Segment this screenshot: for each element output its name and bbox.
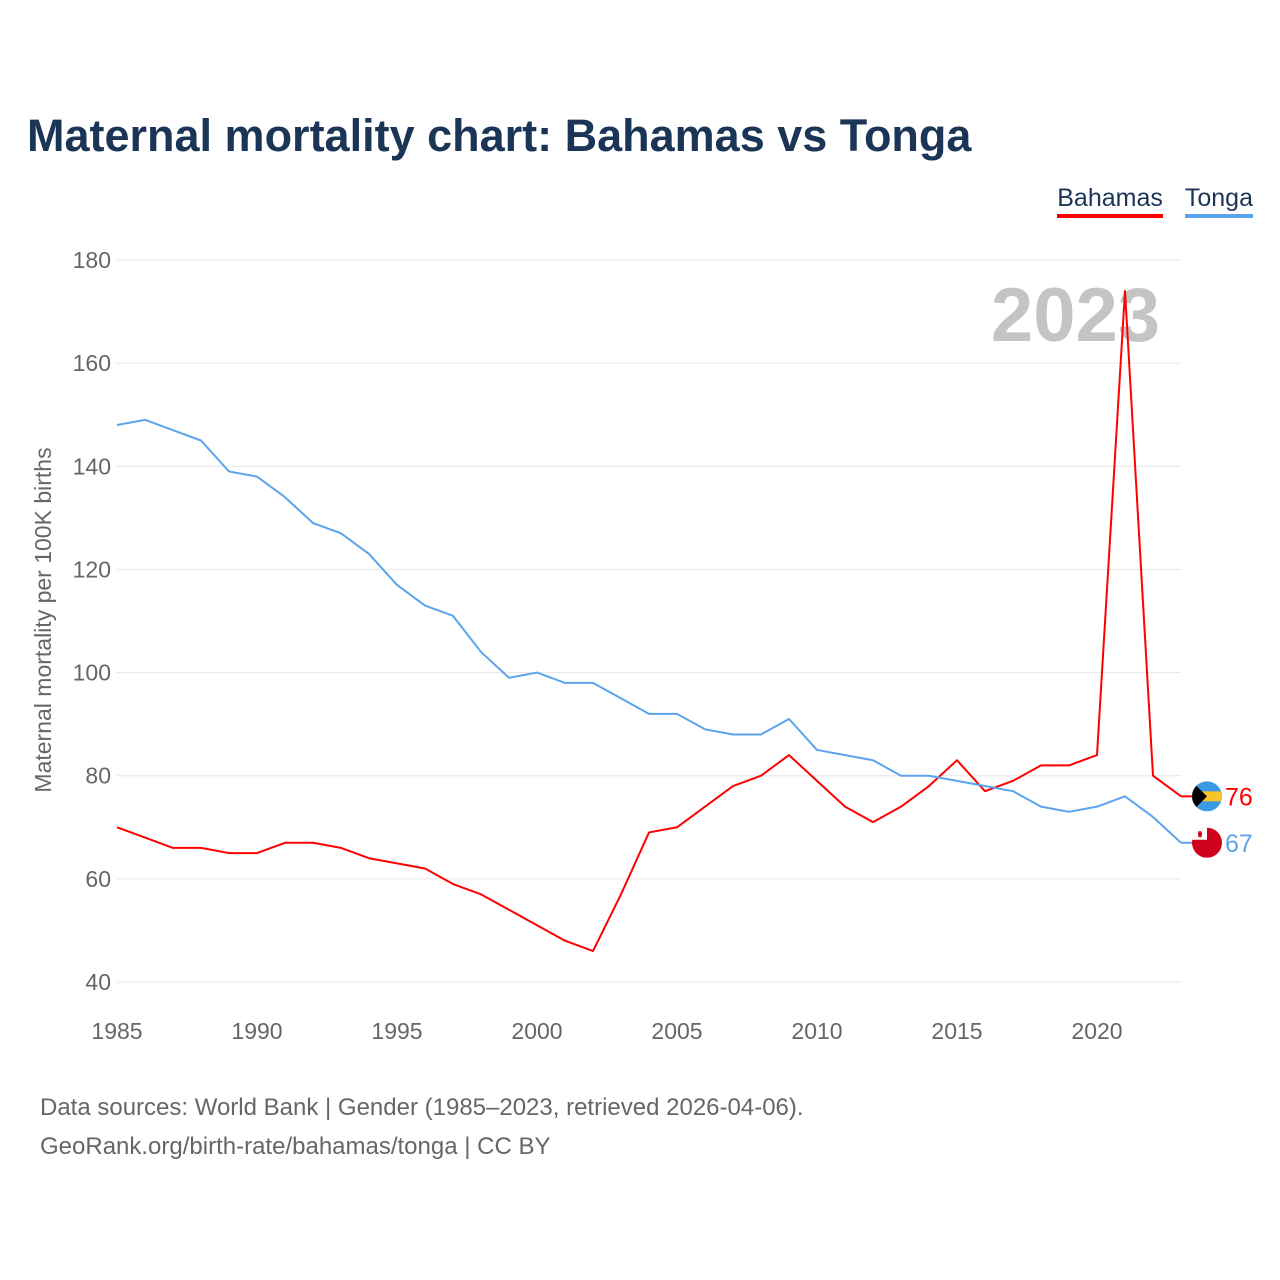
- flag-body: [1192, 781, 1222, 812]
- legend: Bahamas Tonga: [1057, 184, 1253, 218]
- series-line-tonga: [116, 418, 1182, 844]
- x-tick-label: 1985: [91, 1018, 142, 1044]
- end-value-label-tonga: 67: [1225, 830, 1253, 858]
- year-watermark: 2023: [991, 273, 1160, 358]
- flag-cross: [1198, 831, 1202, 838]
- y-tick-label: 140: [73, 453, 111, 479]
- flag-body: [1192, 827, 1222, 858]
- series-line-bahamas: [116, 289, 1182, 953]
- source-line-2[interactable]: GeoRank.org/birth-rate/bahamas/tonga | C…: [40, 1133, 551, 1160]
- x-tick-label: 2005: [651, 1018, 702, 1044]
- flag-triangle: [1192, 781, 1207, 812]
- x-tick-label: 2010: [791, 1018, 842, 1044]
- x-tick-label: 2020: [1071, 1018, 1122, 1044]
- x-tick-label: 2000: [511, 1018, 562, 1044]
- y-tick-label: 120: [73, 556, 111, 582]
- y-tick-label: 100: [73, 660, 111, 686]
- bahamas-flag-icon: [1192, 781, 1222, 812]
- x-tick-label: 2015: [931, 1018, 982, 1044]
- y-tick-label: 80: [85, 763, 111, 789]
- chart-title: Maternal mortality chart: Bahamas vs Ton…: [27, 110, 972, 161]
- y-tick-label: 60: [85, 866, 111, 892]
- legend-item-bahamas[interactable]: Bahamas: [1057, 184, 1163, 218]
- y-tick-label: 40: [85, 969, 111, 995]
- x-tick-label: 1990: [231, 1018, 282, 1044]
- source-line-1: Data sources: World Bank | Gender (1985–…: [40, 1094, 804, 1121]
- y-axis-label: Maternal mortality per 100K births: [30, 447, 56, 792]
- tonga-flag-icon: [1192, 827, 1222, 858]
- end-value-label-bahamas: 76: [1225, 783, 1253, 811]
- source-note: Data sources: World Bank | Gender (1985–…: [40, 1088, 804, 1166]
- legend-item-tonga[interactable]: Tonga: [1184, 184, 1253, 218]
- y-tick-label: 180: [73, 247, 111, 273]
- x-tick-label: 1995: [371, 1018, 422, 1044]
- y-tick-label: 160: [73, 350, 111, 376]
